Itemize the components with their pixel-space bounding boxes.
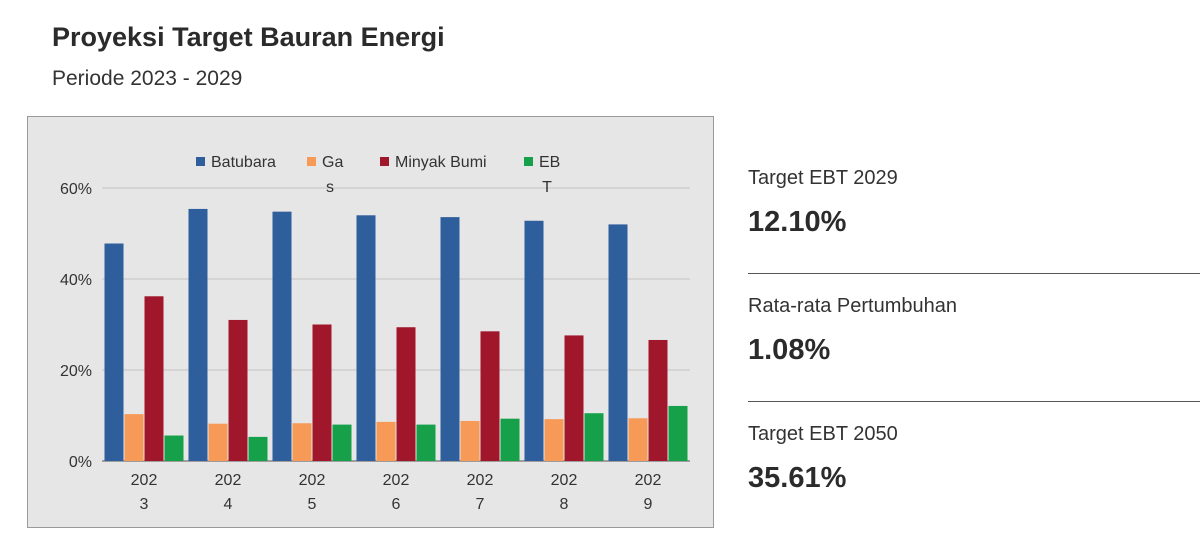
- bar-batubara: [104, 243, 124, 461]
- bar-gas: [124, 414, 144, 461]
- stat-label: Target EBT 2050: [748, 423, 898, 445]
- bar-batubara: [272, 211, 292, 461]
- bar-gas: [460, 420, 480, 461]
- bar-ebt: [248, 436, 268, 461]
- bar-batubara: [440, 217, 460, 461]
- x-tick-label: 9: [644, 496, 653, 513]
- legend-label: EB: [539, 154, 560, 171]
- energy-mix-chart: 0% 20% 40% 60% 202 3 202 4 202 5 202 6 202 7 202 8 202 9 B…: [27, 116, 714, 528]
- legend-swatch: [380, 157, 389, 166]
- bar-batubara: [356, 215, 376, 461]
- x-tick-label: 8: [560, 496, 569, 513]
- chart-canvas: 0% 20% 40% 60% 202 3 202 4 202 5 202 6 202 7 202 8 202 9 B…: [60, 154, 690, 513]
- bar-minyak-bumi: [396, 327, 416, 461]
- x-tick-label: 202: [551, 472, 578, 489]
- stat-value: 12.10%: [748, 206, 847, 238]
- bar-minyak-bumi: [312, 324, 332, 461]
- bar-gas: [208, 423, 228, 461]
- stat-label: Rata-rata Pertumbuhan: [748, 295, 958, 317]
- bar-ebt: [416, 424, 436, 461]
- stat-value: 35.61%: [748, 462, 847, 494]
- x-tick-label: 202: [299, 472, 326, 489]
- bar-batubara: [188, 208, 208, 461]
- page-subtitle: Periode 2023 - 2029: [52, 67, 243, 90]
- legend-label: T: [542, 179, 552, 196]
- stat-value: 1.08%: [748, 334, 831, 366]
- x-tick-label: 7: [476, 496, 485, 513]
- x-tick-label: 202: [383, 472, 410, 489]
- bar-ebt: [668, 405, 688, 461]
- legend-label: Ga: [322, 154, 343, 171]
- x-tick-label: 6: [392, 496, 401, 513]
- stats-panel: Target EBT 2029 12.10% Rata-rata Pertumb…: [748, 146, 1200, 530]
- bar-gas: [292, 423, 312, 461]
- legend-swatch: [524, 157, 533, 166]
- legend-label: Batubara: [211, 154, 276, 171]
- stat-label: Target EBT 2029: [748, 167, 898, 189]
- stat-average-growth: Rata-rata Pertumbuhan 1.08%: [748, 274, 1200, 402]
- stat-target-ebt-2050: Target EBT 2050 35.61%: [748, 402, 1200, 530]
- bar-ebt: [584, 413, 604, 461]
- legend-label: Minyak Bumi: [395, 154, 487, 171]
- legend-swatch: [196, 157, 205, 166]
- bar-ebt: [500, 418, 520, 461]
- bar-minyak-bumi: [564, 335, 584, 461]
- page-title: Proyeksi Target Bauran Energi: [52, 22, 445, 52]
- x-tick-label: 4: [224, 496, 233, 513]
- legend-swatch: [307, 157, 316, 166]
- bar-gas: [544, 419, 564, 461]
- bar-ebt: [332, 424, 352, 461]
- legend-label: s: [326, 179, 334, 196]
- bar-batubara: [524, 220, 544, 461]
- bar-gas: [376, 421, 396, 461]
- bar-minyak-bumi: [144, 296, 164, 461]
- y-tick-label: 60%: [60, 181, 92, 198]
- x-tick-label: 202: [467, 472, 494, 489]
- x-tick-label: 3: [140, 496, 149, 513]
- x-tick-label: 202: [131, 472, 158, 489]
- y-tick-label: 0%: [69, 454, 92, 471]
- stat-target-ebt-2029: Target EBT 2029 12.10%: [748, 146, 1200, 274]
- bar-batubara: [608, 224, 628, 461]
- bar-minyak-bumi: [480, 331, 500, 461]
- bar-gas: [628, 418, 648, 461]
- y-tick-label: 20%: [60, 363, 92, 380]
- bar-ebt: [164, 435, 184, 461]
- bar-minyak-bumi: [228, 319, 248, 461]
- x-tick-label: 202: [215, 472, 242, 489]
- y-tick-label: 40%: [60, 272, 92, 289]
- bar-minyak-bumi: [648, 339, 668, 461]
- x-tick-label: 5: [308, 496, 317, 513]
- x-tick-label: 202: [635, 472, 662, 489]
